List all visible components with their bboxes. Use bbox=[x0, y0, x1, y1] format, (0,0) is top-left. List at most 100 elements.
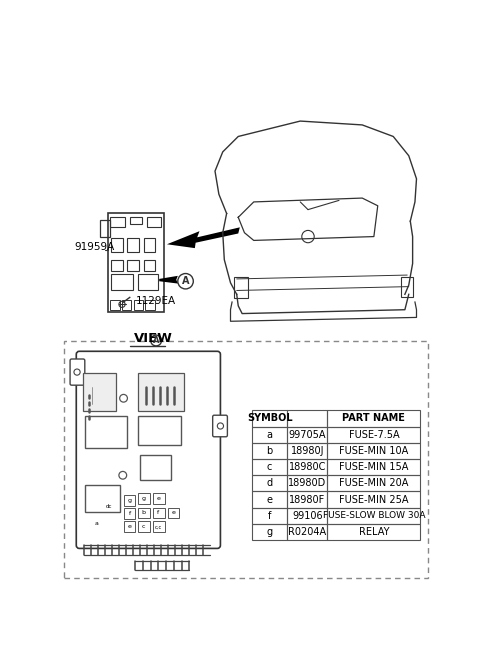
Bar bbox=[327, 523, 420, 540]
Text: 91959A: 91959A bbox=[74, 241, 114, 252]
FancyBboxPatch shape bbox=[83, 373, 116, 411]
Text: A: A bbox=[182, 276, 189, 286]
Text: dc: dc bbox=[106, 504, 112, 509]
Text: A: A bbox=[153, 336, 159, 345]
Bar bbox=[168, 508, 180, 518]
Text: PART NAME: PART NAME bbox=[342, 413, 405, 423]
Text: FUSE-MIN 25A: FUSE-MIN 25A bbox=[339, 495, 408, 504]
Bar bbox=[110, 300, 120, 310]
Text: f: f bbox=[268, 510, 271, 521]
Text: RELAY: RELAY bbox=[359, 527, 389, 537]
Text: b: b bbox=[266, 446, 273, 456]
Bar bbox=[137, 416, 181, 445]
Bar bbox=[130, 216, 142, 224]
Bar bbox=[287, 523, 327, 540]
Text: c: c bbox=[267, 462, 272, 472]
Text: 1129EA: 1129EA bbox=[136, 296, 176, 306]
Text: e: e bbox=[128, 524, 132, 529]
Text: c: c bbox=[142, 524, 145, 529]
Text: a: a bbox=[95, 522, 98, 526]
Bar bbox=[124, 521, 135, 532]
Bar bbox=[327, 475, 420, 491]
Bar bbox=[287, 443, 327, 459]
Bar bbox=[252, 508, 287, 523]
Text: 18980F: 18980F bbox=[289, 495, 325, 504]
Text: FUSE-MIN 15A: FUSE-MIN 15A bbox=[339, 462, 408, 472]
Text: f: f bbox=[157, 510, 159, 516]
Bar bbox=[133, 300, 143, 310]
Bar bbox=[124, 495, 135, 506]
Text: 18980C: 18980C bbox=[288, 462, 326, 472]
Bar bbox=[85, 416, 127, 448]
Bar bbox=[252, 475, 287, 491]
Bar bbox=[252, 410, 287, 427]
Bar bbox=[327, 443, 420, 459]
Text: e: e bbox=[156, 496, 160, 501]
Text: FUSE-7.5A: FUSE-7.5A bbox=[348, 430, 399, 440]
Bar bbox=[138, 522, 150, 532]
Bar bbox=[124, 508, 135, 519]
Text: b: b bbox=[142, 510, 146, 516]
Bar bbox=[137, 274, 157, 291]
Bar bbox=[153, 508, 165, 518]
Bar bbox=[327, 427, 420, 443]
Bar bbox=[145, 300, 155, 310]
Bar bbox=[147, 216, 161, 228]
Bar bbox=[401, 277, 413, 297]
Text: FUSE-SLOW BLOW 30A: FUSE-SLOW BLOW 30A bbox=[323, 511, 425, 520]
Bar bbox=[287, 475, 327, 491]
Polygon shape bbox=[167, 228, 240, 248]
Bar bbox=[109, 216, 125, 228]
Bar bbox=[127, 260, 139, 271]
Text: FUSE-MIN 20A: FUSE-MIN 20A bbox=[339, 478, 408, 488]
FancyBboxPatch shape bbox=[76, 352, 220, 548]
Bar bbox=[252, 459, 287, 475]
Bar bbox=[85, 485, 120, 512]
Bar bbox=[327, 508, 420, 523]
Bar bbox=[108, 213, 164, 312]
Bar bbox=[153, 493, 165, 504]
Bar bbox=[111, 238, 123, 252]
Text: 99705A: 99705A bbox=[288, 430, 326, 440]
Bar bbox=[144, 238, 156, 252]
Bar bbox=[138, 508, 150, 518]
Text: 18980J: 18980J bbox=[290, 446, 324, 456]
Bar bbox=[144, 260, 156, 271]
Text: SYMBOL: SYMBOL bbox=[247, 413, 292, 423]
Bar bbox=[287, 427, 327, 443]
Text: e: e bbox=[266, 495, 273, 504]
Text: g: g bbox=[128, 498, 132, 503]
Text: R0204A: R0204A bbox=[288, 527, 326, 537]
Text: e: e bbox=[171, 510, 175, 516]
Bar bbox=[111, 260, 123, 271]
Text: g: g bbox=[142, 496, 146, 501]
Bar bbox=[100, 220, 109, 237]
Text: c,c: c,c bbox=[155, 524, 162, 529]
Bar bbox=[327, 459, 420, 475]
Bar bbox=[327, 410, 420, 427]
Bar bbox=[287, 459, 327, 475]
Text: 18980D: 18980D bbox=[288, 478, 326, 488]
Bar bbox=[252, 523, 287, 540]
Bar bbox=[140, 455, 171, 480]
FancyBboxPatch shape bbox=[213, 415, 228, 437]
Text: g: g bbox=[266, 527, 273, 537]
Bar bbox=[287, 410, 327, 427]
Text: d: d bbox=[266, 478, 273, 488]
Bar bbox=[153, 522, 165, 532]
FancyBboxPatch shape bbox=[137, 373, 184, 411]
Bar bbox=[327, 491, 420, 508]
Bar bbox=[252, 491, 287, 508]
Text: 99106: 99106 bbox=[292, 510, 323, 521]
Bar bbox=[234, 277, 248, 298]
Polygon shape bbox=[159, 276, 178, 283]
Text: a: a bbox=[266, 430, 273, 440]
Text: VIEW: VIEW bbox=[133, 332, 172, 345]
FancyBboxPatch shape bbox=[70, 359, 85, 385]
Text: f: f bbox=[129, 511, 131, 516]
Bar bbox=[287, 491, 327, 508]
Bar bbox=[122, 300, 132, 310]
Text: FUSE-MIN 10A: FUSE-MIN 10A bbox=[339, 446, 408, 456]
Bar bbox=[127, 238, 139, 252]
Bar bbox=[252, 427, 287, 443]
